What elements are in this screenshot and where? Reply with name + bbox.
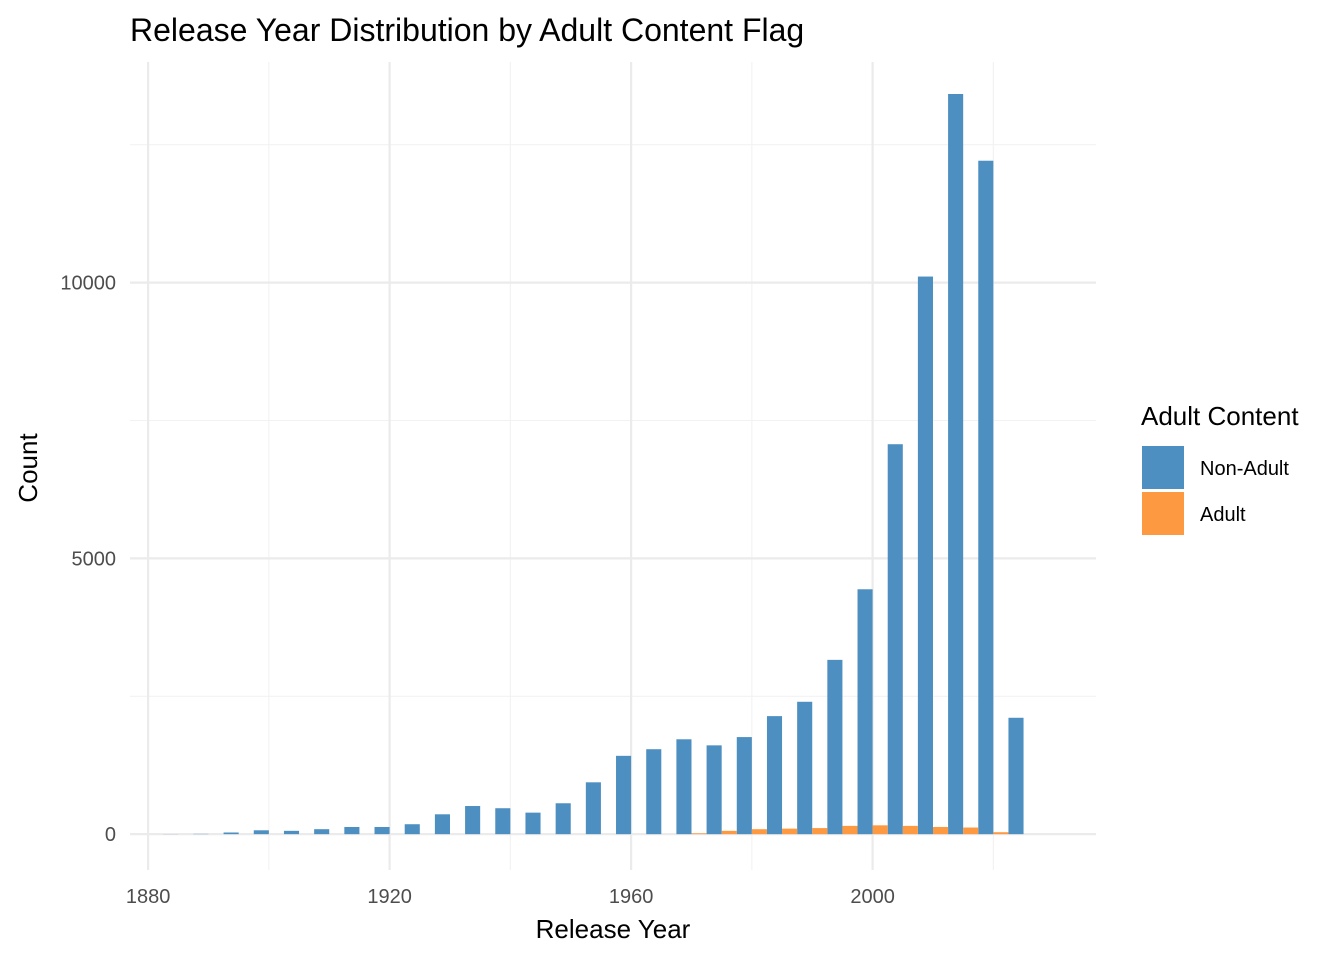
bar-non-adult [585,782,601,835]
bar-non-adult [495,808,511,835]
y-tick-label: 0 [105,824,116,846]
legend-swatch-non-adult [1142,446,1184,489]
bar-adult [902,825,918,835]
bar-non-adult [283,830,300,835]
bar-adult [721,830,737,835]
bar-non-adult [676,739,692,835]
bar-non-adult [434,814,450,835]
bar-adult [842,825,858,835]
bar-adult [872,825,888,835]
bar-non-adult [314,829,330,835]
bar-non-adult [404,824,420,835]
bar-non-adult [887,444,903,835]
bar-adult [963,827,979,835]
bar-non-adult [706,745,722,835]
x-axis-ticks: 1880 1920 1960 2000 [126,886,895,908]
bar-non-adult [1008,717,1024,835]
y-tick-label: 10000 [60,273,116,295]
bar-non-adult [978,160,994,835]
bar-non-adult [797,701,813,835]
legend-label-adult: Adult [1200,504,1246,526]
bar-non-adult [223,832,239,835]
bar-adult [993,832,1009,835]
bar-non-adult [555,803,571,835]
bar-adult [691,833,707,835]
legend-swatch-adult [1142,492,1184,535]
x-tick-label: 1920 [367,886,412,908]
bar-adult [782,828,798,835]
legend-title: Adult Content [1141,401,1299,431]
bar-non-adult [616,755,632,835]
bar-non-adult [948,93,964,835]
y-axis-title: Count [13,433,43,503]
bar-non-adult [857,589,873,835]
bar-non-adult [827,659,843,835]
bar-non-adult [374,826,390,835]
bar-non-adult [344,826,360,835]
bar-adult [751,829,767,835]
bars [163,93,1024,835]
chart-title: Release Year Distribution by Adult Conte… [130,12,804,48]
bar-non-adult [766,716,783,835]
x-tick-label: 2000 [850,886,895,908]
x-tick-label: 1960 [609,886,654,908]
y-axis-ticks: 0 5000 10000 [60,273,116,847]
bar-non-adult [465,806,481,835]
bar-adult [812,828,828,835]
bar-adult [932,826,949,835]
bar-non-adult [646,749,662,835]
legend-label-non-adult: Non-Adult [1200,458,1289,480]
y-tick-label: 5000 [72,548,117,570]
bar-non-adult [917,276,933,835]
legend: Adult Content Non-Adult Adult [1141,401,1299,535]
bar-non-adult [736,737,752,835]
x-tick-label: 1880 [126,886,171,908]
bar-non-adult [525,812,541,835]
x-axis-title: Release Year [536,914,691,944]
bar-non-adult [253,830,269,835]
